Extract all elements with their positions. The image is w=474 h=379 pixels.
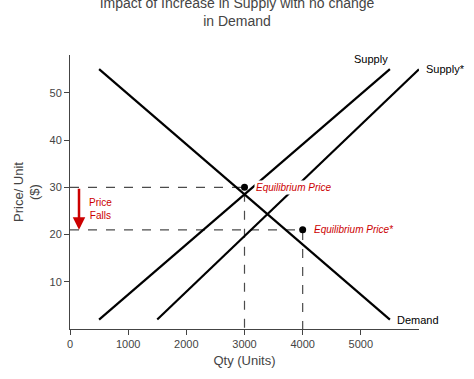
svg-text:2000: 2000 <box>174 338 198 350</box>
svg-text:Equilibrium Price: Equilibrium Price <box>256 182 331 193</box>
svg-text:Impact of Increase in Supply w: Impact of Increase in Supply with no cha… <box>100 0 375 29</box>
svg-text:4000: 4000 <box>290 338 314 350</box>
svg-text:5000: 5000 <box>349 338 373 350</box>
svg-text:50: 50 <box>50 87 62 99</box>
svg-text:3000: 3000 <box>232 338 256 350</box>
svg-text:20: 20 <box>50 228 62 240</box>
svg-text:0: 0 <box>67 338 73 350</box>
svg-text:Supply: Supply <box>354 53 388 65</box>
svg-text:30: 30 <box>50 181 62 193</box>
svg-text:PriceFalls: PriceFalls <box>89 197 112 221</box>
svg-text:40: 40 <box>50 134 62 146</box>
svg-text:Qty (Units): Qty (Units) <box>213 353 275 368</box>
svg-text:Demand: Demand <box>397 314 439 326</box>
svg-text:Price/ Unit($): Price/ Unit($) <box>11 162 43 222</box>
svg-text:Supply*: Supply* <box>426 63 465 75</box>
svg-text:Equilibrium Price*: Equilibrium Price* <box>314 224 394 235</box>
svg-text:10: 10 <box>50 276 62 288</box>
svg-text:1000: 1000 <box>116 338 140 350</box>
